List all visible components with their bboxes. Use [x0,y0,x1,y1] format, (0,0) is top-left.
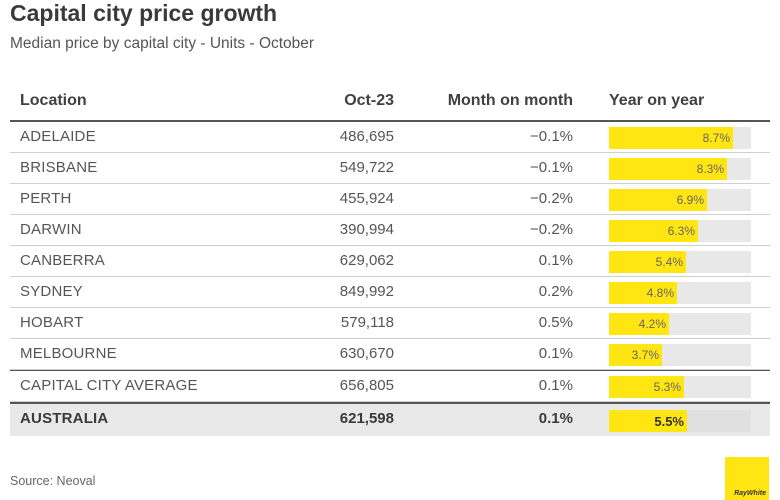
table-row: PERTH 455,924 −0.2% 6.9% [10,184,770,215]
yoy-bar [609,127,733,149]
median-price-cell: 579,118 [340,314,394,331]
location-cell: BRISBANE [20,159,98,176]
median-price-cell: 621,598 [339,410,394,427]
table-row: HOBART 579,118 0.5% 4.2% [10,308,770,339]
yoy-bar-label: 4.2% [638,317,666,331]
location-cell: CAPITAL CITY AVERAGE [20,377,198,394]
yoy-bar [609,189,707,211]
median-price-cell: 630,670 [339,345,394,362]
location-cell: MELBOURNE [20,345,117,362]
yoy-bar-label: 3.7% [631,348,659,362]
month-on-month-cell: −0.1% [530,159,573,176]
location-cell: AUSTRALIA [20,410,109,427]
month-on-month-cell: −0.1% [530,128,573,145]
yoy-bar-label: 8.7% [702,131,730,145]
table-row: CAPITAL CITY AVERAGE 656,805 0.1% 5.3% [10,370,770,402]
yoy-bar-track: 8.7% [609,127,751,149]
chart-title: Capital city price growth [10,0,278,26]
logo-text: RayWhite [734,490,766,497]
median-price-cell: 486,695 [339,128,394,145]
header-year-on-year: Year on year [609,92,705,109]
table-row: DARWIN 390,994 −0.2% 6.3% [10,215,770,246]
table-row: SYDNEY 849,992 0.2% 4.8% [10,277,770,308]
yoy-bar-track: 5.4% [609,251,751,273]
yoy-bar-label: 5.3% [653,380,681,394]
location-cell: HOBART [20,314,84,331]
yoy-bar-track: 5.5% [609,410,751,432]
yoy-bar-track: 5.3% [609,376,751,398]
median-price-cell: 656,805 [339,377,394,394]
median-price-cell: 455,924 [339,190,394,207]
month-on-month-cell: 0.1% [538,252,573,269]
yoy-bar [609,313,669,335]
yoy-bar-track: 8.3% [609,158,751,180]
month-on-month-cell: 0.1% [538,377,573,394]
yoy-bar-track: 6.3% [609,220,751,242]
yoy-bar [609,220,698,242]
month-on-month-cell: 0.1% [538,345,573,362]
table-header: Location Oct-23 Month on month Year on y… [10,84,770,122]
yoy-bar-track: 3.7% [609,344,751,366]
header-oct-23: Oct-23 [344,92,394,109]
yoy-bar-label: 8.3% [696,162,724,176]
yoy-bar [609,344,662,366]
month-on-month-cell: 0.2% [538,283,573,300]
location-cell: PERTH [20,190,72,207]
median-price-cell: 849,992 [339,283,394,300]
median-price-cell: 390,994 [339,221,394,238]
header-month-on-month: Month on month [447,92,573,109]
median-price-cell: 549,722 [339,159,394,176]
yoy-bar-label: 5.4% [655,255,683,269]
median-price-cell: 629,062 [339,252,394,269]
table-row: CANBERRA 629,062 0.1% 5.4% [10,246,770,277]
yoy-bar-label: 4.8% [646,286,674,300]
header-location: Location [20,92,87,109]
chart-subtitle: Median price by capital city - Units - O… [10,35,315,52]
location-cell: SYDNEY [20,283,83,300]
yoy-bar [609,410,687,432]
yoy-bar-track: 4.2% [609,313,751,335]
price-growth-table: Location Oct-23 Month on month Year on y… [10,84,770,436]
source-note: Source: Neoval [10,474,96,488]
yoy-bar [609,158,727,180]
table-row: AUSTRALIA 621,598 0.1% 5.5% [10,402,770,436]
location-cell: DARWIN [20,221,82,238]
table-row: MELBOURNE 630,670 0.1% 3.7% [10,339,770,370]
month-on-month-cell: 0.5% [538,314,573,331]
table-body: ADELAIDE 486,695 −0.1% 8.7% BRISBANE 549,722 −… [10,122,770,436]
month-on-month-cell: −0.2% [530,221,573,238]
yoy-bar [609,376,684,398]
yoy-bar-track: 4.8% [609,282,751,304]
table-row: BRISBANE 549,722 −0.1% 8.3% [10,153,770,184]
location-cell: CANBERRA [20,252,105,269]
yoy-bar-label: 6.9% [676,193,704,207]
raywhite-logo: RayWhite [725,457,769,500]
yoy-bar [609,282,677,304]
yoy-bar-label: 5.5% [654,414,684,429]
table-row: ADELAIDE 486,695 −0.1% 8.7% [10,122,770,153]
yoy-bar [609,251,686,273]
yoy-bar-track: 6.9% [609,189,751,211]
month-on-month-cell: −0.2% [530,190,573,207]
month-on-month-cell: 0.1% [538,410,573,427]
location-cell: ADELAIDE [20,128,96,145]
yoy-bar-label: 6.3% [667,224,695,238]
